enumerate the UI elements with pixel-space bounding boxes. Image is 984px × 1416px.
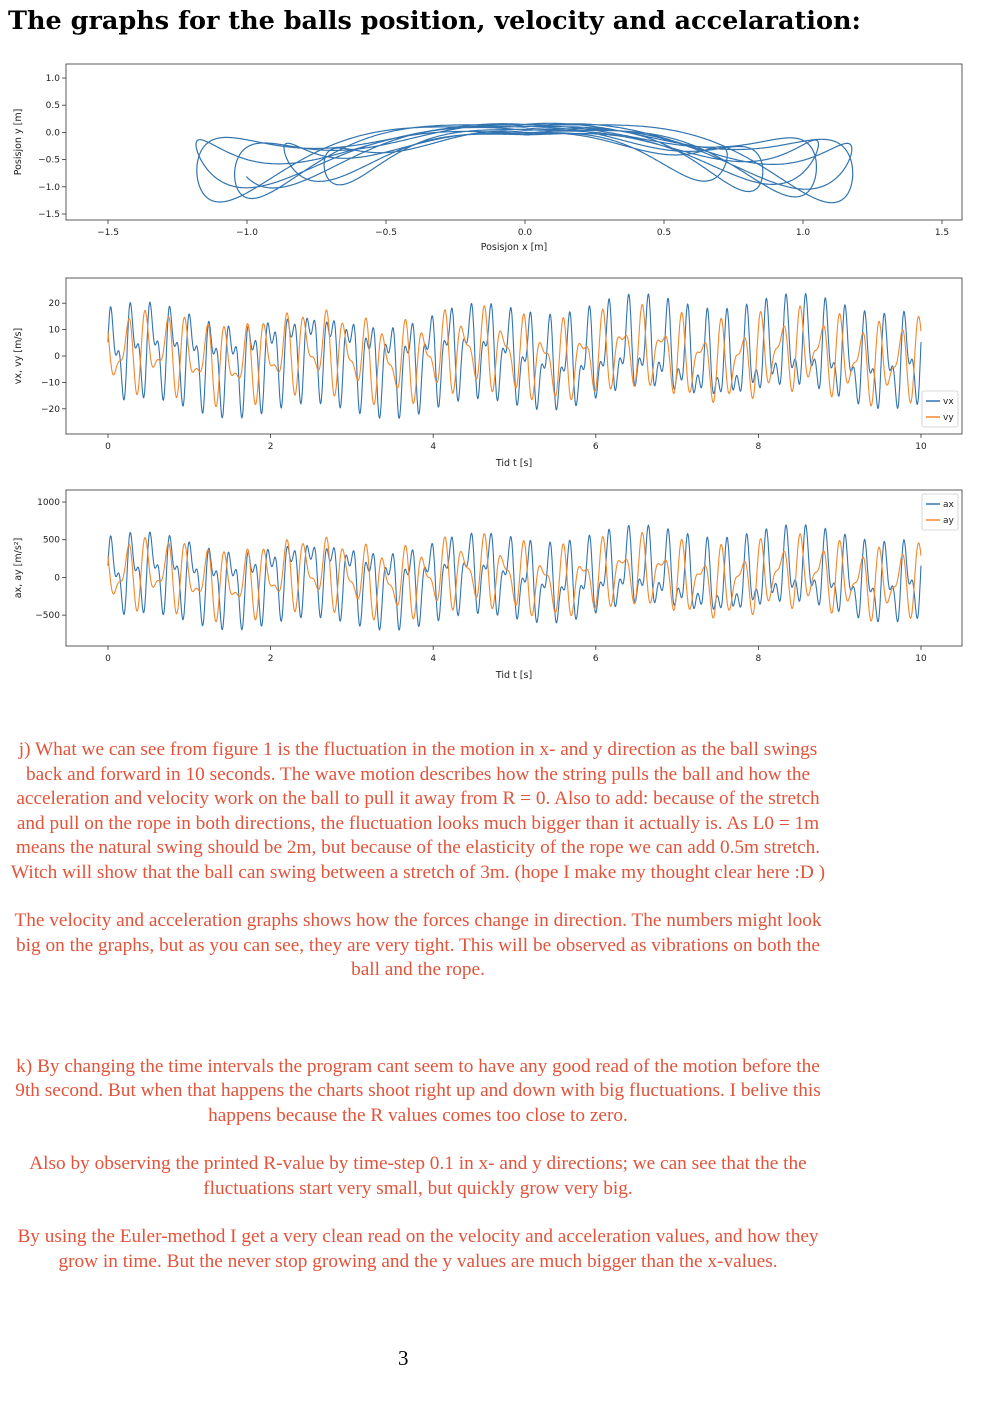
series-line-ay <box>107 531 922 623</box>
y-tick-label: 500 <box>43 536 60 546</box>
y-tick-label: 20 <box>49 299 61 309</box>
y-axis-label: ax, ay [m/s²] <box>13 538 24 599</box>
x-tick-label: 0 <box>105 654 111 664</box>
velocity-chart: 20 10 0 −10 −20 0 2 4 6 8 10 Tid t [s] vx, vy [m/… <box>13 277 963 469</box>
y-tick-label: −1.0 <box>38 183 60 193</box>
page-heading: The graphs for the balls position, veloc… <box>8 6 861 36</box>
x-tick-label: 6 <box>593 442 599 452</box>
y-axis-label: vx, vy [m/s] <box>13 328 24 384</box>
x-tick-label: 8 <box>756 442 762 452</box>
x-tick-label: −1.0 <box>236 228 258 238</box>
x-axis-label: Tid t [s] <box>495 670 532 681</box>
x-tick-label: 10 <box>915 654 927 664</box>
x-tick-label: 10 <box>915 442 927 452</box>
legend-label-ax: ax <box>943 500 955 510</box>
page-number: 3 <box>398 1346 409 1370</box>
x-tick-label: 4 <box>430 654 436 664</box>
y-tick-label: 0 <box>54 352 60 362</box>
y-axis-label: Posisjon y [m] <box>13 109 24 176</box>
y-tick-label: −1.5 <box>38 210 60 220</box>
series-line-ax <box>107 524 922 631</box>
y-tick-label: 0 <box>54 573 60 583</box>
x-tick-label: 1.0 <box>796 228 811 238</box>
y-tick-label: 0.5 <box>46 101 60 111</box>
x-tick-label: 8 <box>756 654 762 664</box>
series-line-vx <box>107 292 922 420</box>
x-tick-label: 1.5 <box>935 228 949 238</box>
answer-k-paragraph-3: By using the Euler-method I get a very c… <box>17 1226 819 1272</box>
x-tick-label: 0 <box>105 442 111 452</box>
x-tick-label: −1.5 <box>97 228 119 238</box>
legend-label-vx: vx <box>943 397 954 407</box>
plot-frame <box>65 63 963 221</box>
legend-label-vy: vy <box>943 413 954 423</box>
answer-k-paragraph-1: k) By changing the time intervals the pr… <box>15 1055 821 1126</box>
legend: ax ay <box>921 493 959 531</box>
y-tick-label: 10 <box>49 326 61 336</box>
answer-text: j) What we can see from figure 1 is the … <box>6 738 830 1274</box>
y-tick-label: −10 <box>41 378 60 388</box>
x-tick-label: 4 <box>430 442 436 452</box>
x-axis-label: Tid t [s] <box>495 458 532 469</box>
y-tick-label: 1.0 <box>46 74 61 84</box>
x-tick-label: 2 <box>268 442 274 452</box>
x-tick-label: −0.5 <box>375 228 397 238</box>
answer-k-paragraph-2: Also by observing the printed R-value by… <box>29 1153 807 1199</box>
x-tick-label: 6 <box>593 654 599 664</box>
acceleration-chart: 1000 500 0 −500 0 2 4 6 8 10 Tid t [s] ax, ay [m… <box>13 489 963 681</box>
x-axis-label: Posisjon x [m] <box>481 242 548 253</box>
trajectory-line <box>195 122 854 204</box>
position-chart: 1.0 0.5 0.0 −0.5 −1.0 −1.5 −1.5 −1.0 −0.5 0.0 0.5… <box>13 63 963 253</box>
y-tick-label: −500 <box>35 611 60 621</box>
series-line-vy <box>107 303 922 408</box>
answer-j-paragraph-1: j) What we can see from figure 1 is the … <box>10 739 826 883</box>
y-tick-label: 1000 <box>37 498 60 508</box>
answer-j-paragraph-2: The velocity and acceleration graphs sho… <box>14 910 822 980</box>
legend-label-ay: ay <box>943 516 955 526</box>
x-tick-label: 2 <box>268 654 274 664</box>
legend: vx vy <box>921 390 959 428</box>
y-tick-label: 0.0 <box>46 128 61 138</box>
x-tick-label: 0.0 <box>518 228 533 238</box>
y-tick-label: −20 <box>41 405 60 415</box>
x-tick-label: 0.5 <box>657 228 671 238</box>
y-tick-label: −0.5 <box>38 156 60 166</box>
